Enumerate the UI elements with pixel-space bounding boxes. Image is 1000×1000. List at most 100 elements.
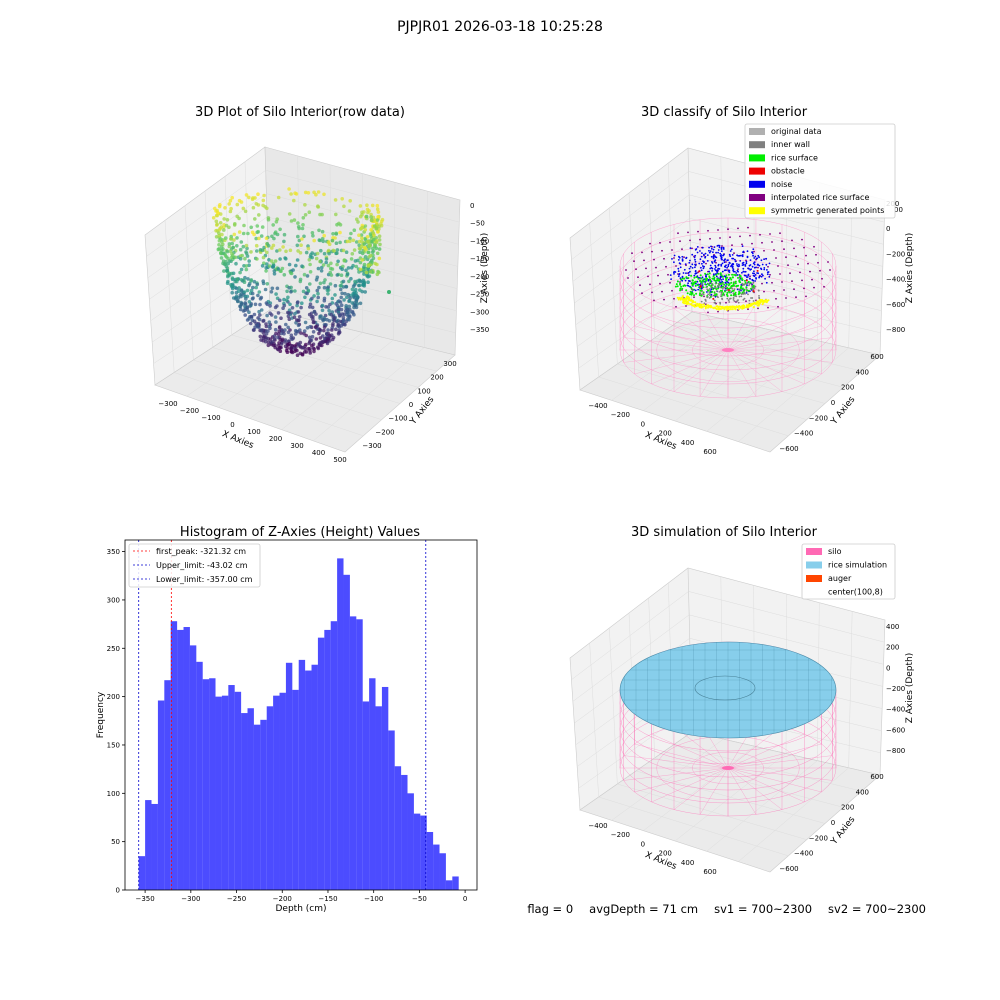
classify-interp-point — [655, 266, 657, 269]
classify-noise-point — [738, 263, 740, 266]
classify-interp-point — [635, 268, 637, 271]
raw-point — [235, 244, 239, 248]
classify-noise-point — [720, 265, 723, 267]
classify-noise-point — [701, 252, 703, 255]
gridline — [244, 161, 252, 323]
classify-symmetric-point — [677, 298, 680, 301]
raw-point — [245, 254, 250, 258]
raw-point — [345, 272, 350, 277]
raw-point — [278, 248, 282, 252]
raw-point — [339, 303, 344, 308]
raw-point — [249, 288, 254, 293]
classify-noise-point — [737, 255, 740, 257]
classify-rice-point — [691, 288, 694, 291]
raw-point — [281, 245, 285, 249]
raw-point — [296, 221, 300, 225]
gridline — [688, 591, 885, 643]
raw-point — [253, 325, 257, 330]
classify-interp-point — [653, 299, 655, 302]
raw-point — [267, 324, 272, 329]
classify-noise-point — [732, 263, 734, 265]
raw-point — [261, 318, 266, 323]
raw-point — [343, 322, 347, 327]
classify-noise-point — [717, 267, 720, 270]
raw-point — [215, 213, 219, 218]
classify-symmetric-point — [743, 306, 746, 309]
classify-interp-point — [741, 243, 743, 246]
histogram-x-tick-label: −100 — [364, 895, 383, 903]
classify-noise-point — [691, 263, 694, 266]
legend-swatch — [749, 141, 765, 149]
raw-point — [369, 218, 374, 223]
classify-noise-point — [729, 250, 732, 252]
classify-noise-point — [751, 279, 754, 281]
classify-interp-point — [767, 265, 769, 268]
raw-point — [334, 232, 339, 236]
raw-y-tick-label: 200 — [430, 374, 443, 382]
raw-point — [380, 217, 385, 222]
cls-z-tick-label: −400 — [886, 276, 905, 284]
classify-noise-point — [681, 255, 684, 258]
classify-wall-point — [707, 293, 709, 296]
raw-point — [282, 273, 287, 277]
raw-point — [305, 291, 310, 296]
classify-noise-point — [710, 255, 713, 258]
classify-rice-point — [675, 283, 678, 286]
classify-rice-point — [738, 274, 741, 277]
sim-z-tick-label: −200 — [886, 685, 905, 693]
classify-symmetric-point — [766, 299, 769, 302]
classify-noise-point — [681, 259, 684, 262]
raw-point — [250, 297, 255, 301]
raw-point — [317, 342, 322, 346]
classify-wall-point — [721, 283, 724, 285]
classify-noise-point — [723, 269, 726, 272]
histogram-bar — [388, 730, 395, 890]
classify-interp-point — [691, 247, 693, 250]
classify-rice-point — [693, 276, 696, 279]
raw-point — [374, 240, 379, 245]
raw-point — [249, 225, 253, 230]
raw-point — [322, 192, 326, 197]
classify-interp-point — [687, 231, 689, 234]
histogram-bars — [138, 558, 459, 890]
classify-wall-point — [709, 285, 712, 288]
raw-point — [322, 285, 327, 290]
raw-point — [375, 207, 380, 211]
raw-point — [264, 324, 269, 329]
classify-noise-point — [727, 278, 730, 281]
raw-point — [219, 256, 224, 260]
raw-point — [341, 279, 346, 284]
classify-interp-point — [717, 310, 719, 313]
raw-point — [338, 230, 342, 235]
histogram-x-tick-label: 0 — [463, 895, 467, 903]
raw-point — [363, 228, 368, 232]
raw-point — [223, 206, 227, 210]
classify-interp-point — [645, 267, 647, 270]
raw-point — [275, 286, 280, 291]
classify-rice-point — [712, 275, 715, 278]
classify-auger-marker — [722, 348, 734, 352]
classify-symmetric-point — [731, 308, 734, 311]
raw-point — [245, 318, 250, 322]
classify-noise-point — [742, 267, 745, 270]
raw-point — [251, 285, 255, 290]
classify-wall-point — [754, 285, 756, 288]
raw-point — [254, 249, 259, 253]
raw-point — [251, 205, 256, 210]
raw-point — [299, 305, 303, 310]
legend-swatch — [806, 548, 822, 555]
raw-point — [316, 295, 321, 300]
classify-rice-point — [725, 293, 728, 296]
classify-noise-point — [749, 278, 751, 280]
silo-wire-spoke — [727, 315, 805, 351]
raw-point — [217, 243, 221, 247]
raw-point — [367, 244, 372, 248]
raw-point — [358, 260, 363, 265]
classify-noise-point — [720, 246, 723, 249]
raw-point — [260, 225, 265, 229]
sim-x-tick-label: 400 — [681, 859, 694, 867]
classify-rice-point — [689, 293, 691, 296]
classify-wall-point — [745, 282, 748, 285]
